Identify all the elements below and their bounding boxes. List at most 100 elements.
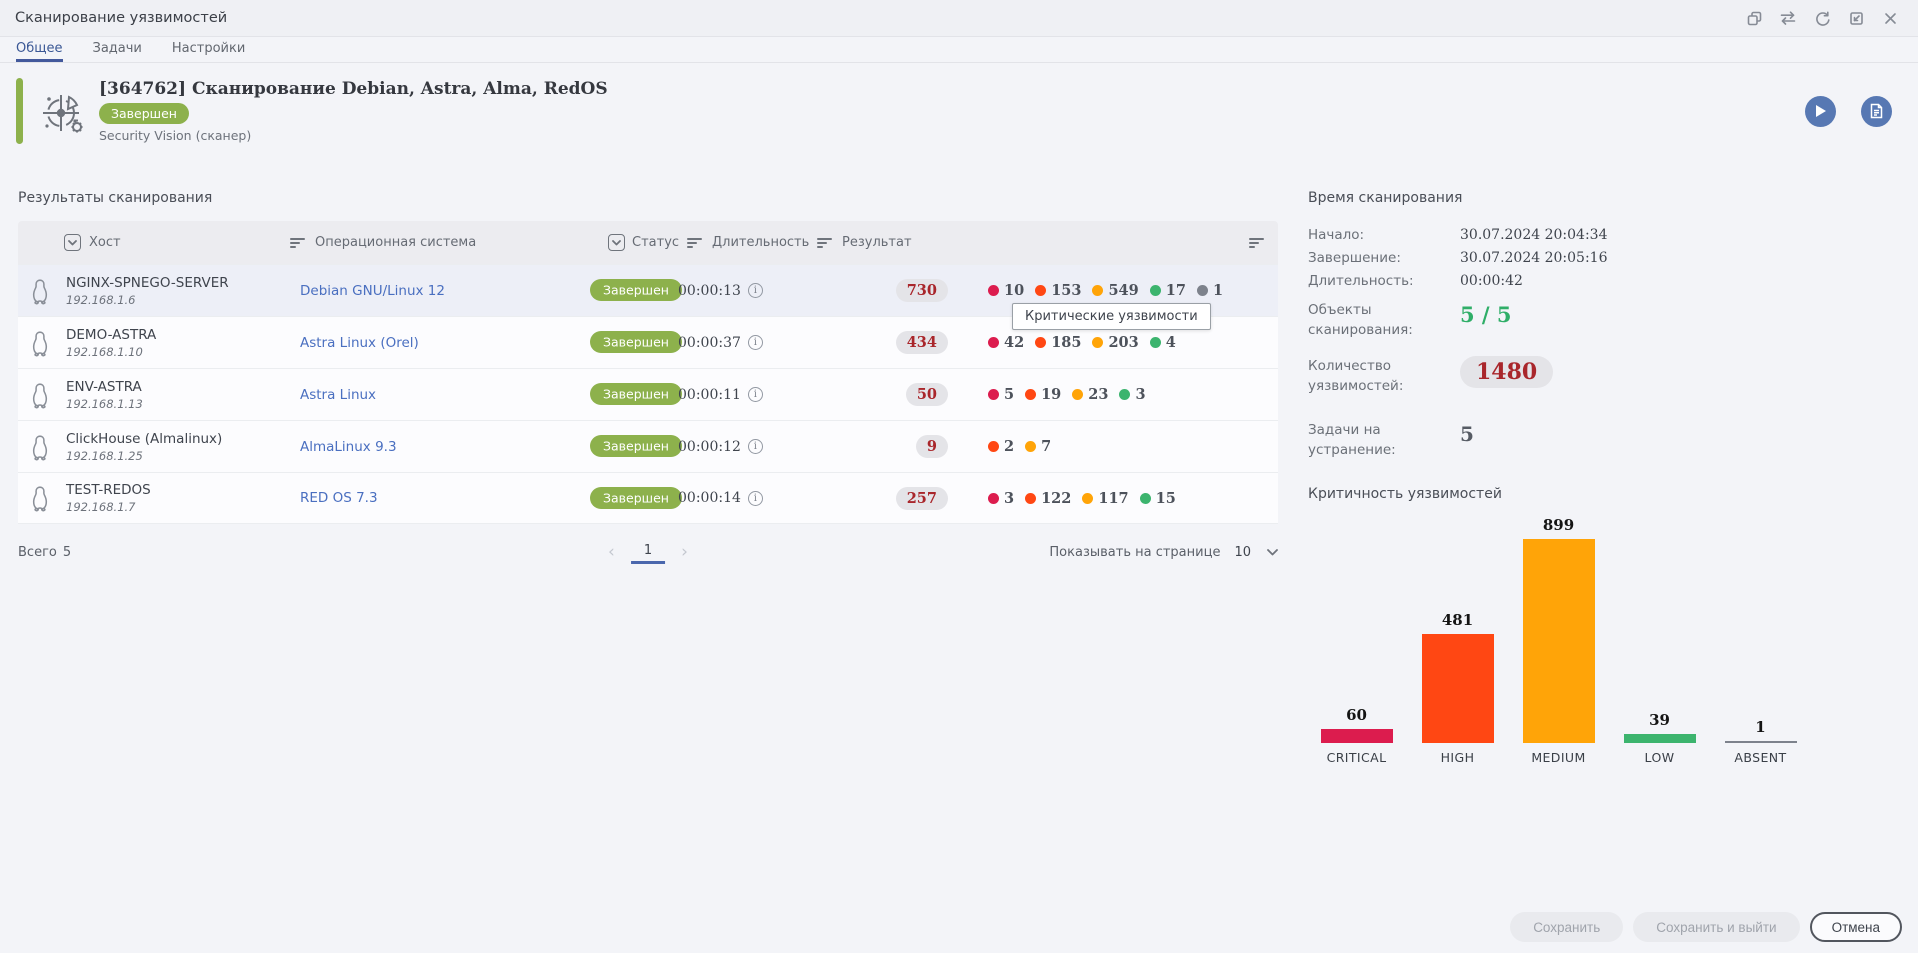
- duration-value: 00:00:12: [678, 438, 741, 455]
- absent-severity-dot[interactable]: [1196, 285, 1208, 296]
- filter-icon[interactable]: [290, 237, 305, 249]
- os-link[interactable]: Debian GNU/Linux 12: [300, 282, 445, 299]
- save-button[interactable]: Сохранить: [1510, 912, 1624, 942]
- bar: [1522, 539, 1595, 743]
- low-severity-dot[interactable]: [1119, 389, 1131, 400]
- severity-counts[interactable]: 5 19 23 3: [968, 386, 1278, 403]
- bar: [1320, 729, 1393, 743]
- column-dropdown-icon[interactable]: [64, 234, 81, 251]
- run-scan-button[interactable]: [1805, 95, 1836, 127]
- high-severity-dot[interactable]: [1025, 492, 1037, 504]
- table-row[interactable]: TEST-REDOS 192.168.1.7 RED OS 7.3 Заверш…: [18, 472, 1278, 524]
- filter-icon[interactable]: [817, 237, 832, 249]
- chevron-down-icon[interactable]: [1267, 548, 1278, 556]
- tab-settings[interactable]: Настройки: [171, 40, 246, 56]
- high-severity-dot[interactable]: [1025, 389, 1037, 400]
- os-link[interactable]: RED OS 7.3: [300, 490, 378, 506]
- objects-label: Объекты сканирования:: [1308, 302, 1413, 339]
- report-button[interactable]: [1861, 95, 1892, 127]
- high-severity-count: 2: [1004, 438, 1015, 455]
- save-and-exit-button[interactable]: Сохранить и выйти: [1633, 912, 1800, 942]
- critical-severity-count: 3: [1004, 489, 1015, 507]
- total-vulnerabilities-pill: 257: [895, 486, 948, 510]
- current-page[interactable]: 1: [630, 541, 666, 564]
- os-link[interactable]: Astra Linux (Orel): [300, 334, 419, 351]
- collapse-window-icon[interactable]: [1843, 5, 1869, 31]
- duration-label: Длительность:: [1308, 272, 1414, 289]
- severity-counts[interactable]: 10 153 549 17 1: [968, 282, 1278, 299]
- tab-general[interactable]: Общее: [16, 37, 63, 62]
- refresh-icon[interactable]: [1809, 5, 1835, 31]
- copy-icon[interactable]: [1741, 5, 1767, 31]
- high-severity-dot[interactable]: [988, 441, 999, 452]
- low-severity-dot[interactable]: [1149, 337, 1161, 348]
- swap-arrows-icon[interactable]: [1775, 5, 1801, 31]
- host-ip: 192.168.1.10: [66, 344, 143, 359]
- medium-severity-dot[interactable]: [1092, 285, 1104, 296]
- info-icon[interactable]: i: [747, 387, 763, 402]
- bar: [1421, 634, 1494, 743]
- medium-severity-dot[interactable]: [1082, 492, 1094, 504]
- table-row[interactable]: ENV-ASTRA 192.168.1.13 Astra Linux Завер…: [18, 368, 1278, 420]
- status-badge: Завершен: [590, 486, 682, 509]
- linux-penguin-icon: [28, 278, 52, 304]
- medium-severity-count: 549: [1108, 282, 1139, 299]
- column-header-os[interactable]: Операционная система: [315, 235, 477, 250]
- critical-severity-dot[interactable]: [988, 337, 999, 348]
- next-page-button[interactable]: ›: [681, 542, 688, 562]
- summary-panel: Время сканирования Начало: 30.07.2024 20:…: [1308, 190, 1908, 502]
- total-count: Всего 5: [18, 544, 72, 560]
- high-severity-count: 19: [1041, 386, 1062, 403]
- bar: [1724, 741, 1797, 743]
- critical-severity-dot[interactable]: [988, 492, 999, 504]
- high-severity-dot[interactable]: [1035, 285, 1047, 296]
- host-name: ClickHouse (Almalinux): [66, 430, 223, 447]
- column-header-duration[interactable]: Длительность: [712, 235, 810, 250]
- medium-severity-dot[interactable]: [1072, 389, 1084, 400]
- medium-severity-dot[interactable]: [1092, 337, 1104, 348]
- bar-category-label: LOW: [1644, 750, 1675, 765]
- cancel-button[interactable]: Отмена: [1809, 912, 1902, 942]
- results-section-title: Результаты сканирования: [18, 190, 213, 206]
- bar-category-label: MEDIUM: [1531, 750, 1586, 765]
- info-icon[interactable]: i: [747, 439, 763, 454]
- bar-category-label: CRITICAL: [1326, 750, 1387, 765]
- info-icon[interactable]: i: [747, 335, 763, 350]
- table-row[interactable]: ClickHouse (Almalinux) 192.168.1.25 Alma…: [18, 420, 1278, 472]
- column-header-result[interactable]: Результат: [842, 235, 912, 250]
- host-ip: 192.168.1.25: [66, 448, 143, 463]
- table-header-row: Хост Операционная система Статус Длитель…: [18, 221, 1278, 264]
- os-link[interactable]: Astra Linux: [300, 386, 377, 403]
- severity-counts[interactable]: 42 185 203 4: [968, 334, 1278, 351]
- host-name: DEMO-ASTRA: [66, 326, 157, 343]
- host-ip: 192.168.1.7: [66, 500, 136, 514]
- low-severity-dot[interactable]: [1149, 285, 1161, 296]
- prev-page-button[interactable]: ‹: [608, 542, 615, 562]
- column-header-status[interactable]: Статус: [632, 235, 680, 250]
- end-value: 30.07.2024 20:05:16: [1460, 249, 1608, 266]
- duration-value: 00:00:14: [678, 490, 741, 506]
- per-page-value[interactable]: 10: [1234, 544, 1251, 560]
- info-icon[interactable]: i: [747, 283, 763, 298]
- tab-tasks[interactable]: Задачи: [92, 40, 142, 56]
- bar-low: 39 LOW: [1609, 514, 1710, 772]
- filter-icon[interactable]: [687, 237, 702, 249]
- severity-counts[interactable]: 3 122 117 15: [968, 490, 1278, 507]
- column-header-host[interactable]: Хост: [89, 235, 121, 250]
- status-badge: Завершен: [590, 435, 682, 457]
- column-dropdown-icon[interactable]: [608, 234, 625, 251]
- critical-severity-count: 10: [1004, 282, 1025, 299]
- filter-icon[interactable]: [1249, 237, 1264, 249]
- results-table: Хост Операционная система Статус Длитель…: [18, 221, 1278, 524]
- info-icon[interactable]: i: [747, 490, 763, 506]
- critical-severity-dot[interactable]: [988, 389, 999, 400]
- medium-severity-dot[interactable]: [1025, 441, 1037, 452]
- low-severity-dot[interactable]: [1139, 492, 1151, 504]
- critical-severity-dot[interactable]: [988, 285, 999, 296]
- high-severity-dot[interactable]: [1035, 337, 1047, 348]
- os-link[interactable]: AlmaLinux 9.3: [300, 438, 397, 455]
- criticality-chart: 60 CRITICAL 481 HIGH 899 MEDIUM 39 LOW 1 ABSENT: [1306, 514, 1816, 772]
- linux-penguin-icon: [28, 330, 52, 356]
- close-icon[interactable]: [1877, 5, 1903, 31]
